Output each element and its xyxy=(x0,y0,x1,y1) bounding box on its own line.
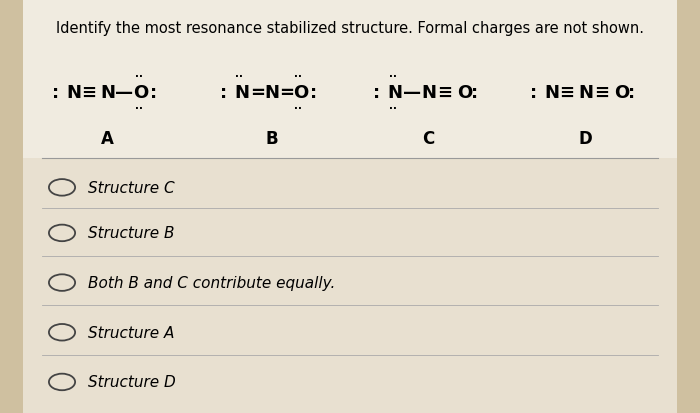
Text: O: O xyxy=(614,84,629,102)
Text: ··: ·· xyxy=(294,72,302,82)
Text: N: N xyxy=(545,84,559,102)
Text: ··: ·· xyxy=(389,72,396,82)
Text: A: A xyxy=(102,129,114,147)
Text: Structure B: Structure B xyxy=(88,226,175,241)
Text: N: N xyxy=(234,84,249,102)
Text: N: N xyxy=(265,84,279,102)
Text: —: — xyxy=(403,84,421,102)
Text: Structure A: Structure A xyxy=(88,325,174,340)
FancyBboxPatch shape xyxy=(22,159,678,413)
Text: ··: ·· xyxy=(389,104,396,114)
Text: :: : xyxy=(628,84,636,102)
Text: :: : xyxy=(530,84,537,102)
Text: O: O xyxy=(456,84,472,102)
Text: B: B xyxy=(265,129,278,147)
Text: Identify the most resonance stabilized structure. Formal charges are not shown.: Identify the most resonance stabilized s… xyxy=(56,21,644,36)
Text: ··: ·· xyxy=(134,72,143,82)
Text: :: : xyxy=(471,84,478,102)
Text: N: N xyxy=(101,84,116,102)
Text: ≡: ≡ xyxy=(559,84,574,102)
Text: ··: ·· xyxy=(294,104,302,114)
Text: Both B and C contribute equally.: Both B and C contribute equally. xyxy=(88,275,335,290)
Text: N: N xyxy=(578,84,594,102)
Text: N: N xyxy=(387,84,402,102)
Text: O: O xyxy=(293,84,308,102)
Text: =: = xyxy=(250,84,265,102)
Text: :: : xyxy=(220,84,227,102)
Text: N: N xyxy=(66,84,82,102)
Text: C: C xyxy=(422,129,435,147)
Text: ··: ·· xyxy=(235,72,244,82)
Text: ≡: ≡ xyxy=(594,84,609,102)
FancyBboxPatch shape xyxy=(22,0,678,159)
Text: —: — xyxy=(115,84,133,102)
Text: Structure C: Structure C xyxy=(88,180,175,195)
Text: N: N xyxy=(421,84,436,102)
Text: =: = xyxy=(279,84,294,102)
Text: :: : xyxy=(52,84,60,102)
Text: :: : xyxy=(150,84,158,102)
Text: :: : xyxy=(373,84,380,102)
Text: ≡: ≡ xyxy=(437,84,452,102)
Text: ··: ·· xyxy=(134,104,143,114)
Text: :: : xyxy=(310,84,317,102)
Text: O: O xyxy=(134,84,148,102)
Text: Structure D: Structure D xyxy=(88,375,176,389)
Text: ≡: ≡ xyxy=(81,84,96,102)
Text: D: D xyxy=(579,129,592,147)
